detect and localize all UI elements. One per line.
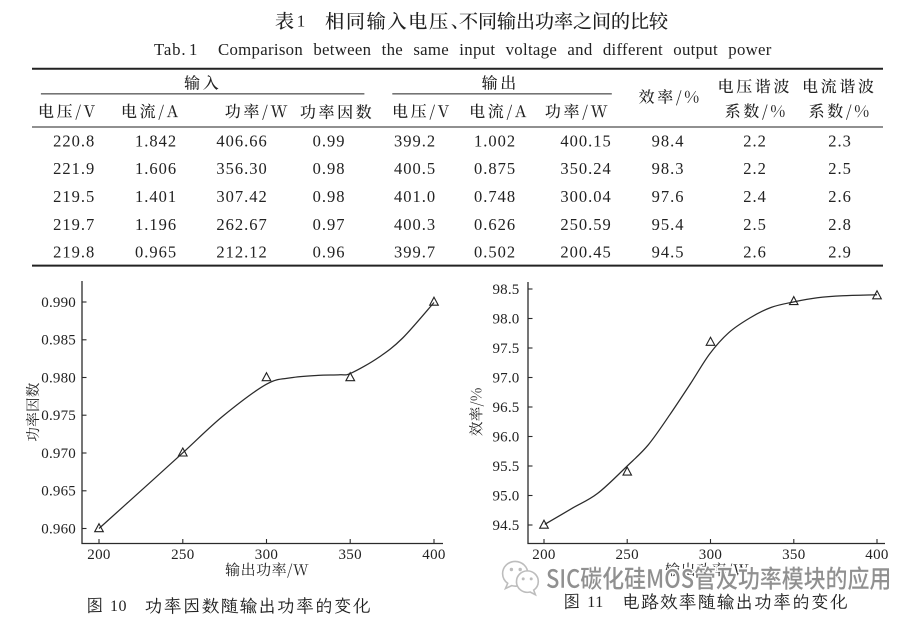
svg-text:0.626: 0.626 — [474, 215, 516, 234]
svg-text:0.990: 0.990 — [41, 295, 76, 311]
svg-text:350: 350 — [338, 547, 361, 563]
svg-text:221.9: 221.9 — [53, 159, 95, 178]
svg-text:1.401: 1.401 — [135, 187, 177, 206]
svg-text:98.3: 98.3 — [652, 159, 685, 178]
svg-text:300.04: 300.04 — [560, 187, 611, 206]
svg-text:0.965: 0.965 — [41, 484, 76, 500]
svg-text:350.24: 350.24 — [560, 159, 611, 178]
svg-text:1.842: 1.842 — [135, 131, 177, 150]
svg-text:96.5: 96.5 — [492, 400, 519, 416]
svg-text:95.0: 95.0 — [492, 488, 519, 504]
svg-text:Tab.: Tab. — [154, 40, 186, 59]
svg-text:0.748: 0.748 — [474, 187, 516, 206]
svg-text:2.2: 2.2 — [743, 159, 767, 178]
svg-text:0.970: 0.970 — [41, 446, 76, 462]
svg-text:95.5: 95.5 — [492, 459, 519, 475]
svg-text:0.99: 0.99 — [313, 131, 346, 150]
svg-text:220.8: 220.8 — [53, 131, 95, 150]
svg-text:1: 1 — [297, 12, 306, 31]
svg-text:350: 350 — [782, 547, 805, 563]
svg-text:400: 400 — [422, 547, 445, 563]
svg-text:95.4: 95.4 — [652, 215, 685, 234]
svg-text:1.002: 1.002 — [474, 131, 516, 150]
svg-text:0.502: 0.502 — [474, 243, 516, 262]
svg-text:0.875: 0.875 — [474, 159, 516, 178]
svg-text:98.5: 98.5 — [492, 282, 519, 298]
svg-text:250.59: 250.59 — [560, 215, 611, 234]
svg-text:400: 400 — [865, 547, 888, 563]
svg-text:0.975: 0.975 — [41, 408, 76, 424]
svg-text:2.6: 2.6 — [828, 187, 852, 206]
svg-text:219.5: 219.5 — [53, 187, 95, 206]
svg-text:97.6: 97.6 — [652, 187, 685, 206]
svg-text:2.2: 2.2 — [743, 131, 767, 150]
svg-text:300: 300 — [255, 547, 278, 563]
svg-text:262.67: 262.67 — [216, 215, 267, 234]
svg-text:1.606: 1.606 — [135, 159, 177, 178]
svg-text:10: 10 — [110, 598, 127, 615]
svg-text:1: 1 — [189, 40, 197, 59]
svg-text:212.12: 212.12 — [216, 243, 267, 262]
svg-text:200.45: 200.45 — [560, 243, 611, 262]
svg-text:0.980: 0.980 — [41, 370, 76, 386]
svg-text:400.15: 400.15 — [560, 131, 611, 150]
svg-text:1.196: 1.196 — [135, 215, 177, 234]
svg-text:0.960: 0.960 — [41, 521, 76, 537]
svg-text:2.6: 2.6 — [743, 243, 767, 262]
svg-text:300: 300 — [699, 547, 722, 563]
svg-text:2.9: 2.9 — [828, 243, 852, 262]
svg-text:400.3: 400.3 — [394, 215, 436, 234]
svg-text:0.98: 0.98 — [313, 159, 346, 178]
svg-text:219.7: 219.7 — [53, 215, 95, 234]
svg-text:98.4: 98.4 — [652, 131, 685, 150]
svg-text:2.3: 2.3 — [828, 131, 852, 150]
svg-text:0.985: 0.985 — [41, 333, 76, 349]
svg-text:219.8: 219.8 — [53, 243, 95, 262]
svg-text:97.0: 97.0 — [492, 370, 519, 386]
svg-text:399.2: 399.2 — [394, 131, 436, 150]
svg-text:11: 11 — [587, 594, 603, 611]
svg-text:356.30: 356.30 — [216, 159, 267, 178]
svg-text:250: 250 — [171, 547, 194, 563]
svg-text:2.8: 2.8 — [828, 215, 852, 234]
svg-text:0.98: 0.98 — [313, 187, 346, 206]
svg-text:97.5: 97.5 — [492, 341, 519, 357]
svg-text:400.5: 400.5 — [394, 159, 436, 178]
svg-text:94.5: 94.5 — [492, 518, 519, 534]
svg-text:2.5: 2.5 — [828, 159, 852, 178]
svg-text:406.66: 406.66 — [216, 131, 267, 150]
svg-text:2.5: 2.5 — [743, 215, 767, 234]
svg-text:307.42: 307.42 — [216, 187, 267, 206]
svg-text:2.4: 2.4 — [743, 187, 767, 206]
svg-text:0.97: 0.97 — [313, 215, 346, 234]
svg-text:401.0: 401.0 — [394, 187, 436, 206]
svg-text:98.0: 98.0 — [492, 311, 519, 327]
svg-text:250: 250 — [615, 547, 638, 563]
svg-text:200: 200 — [532, 547, 555, 563]
svg-text:200: 200 — [87, 547, 110, 563]
svg-text:0.96: 0.96 — [313, 243, 346, 262]
svg-text:Comparison between the same in: Comparison between the same input voltag… — [218, 40, 772, 59]
svg-text:399.7: 399.7 — [394, 243, 436, 262]
svg-text:94.5: 94.5 — [652, 243, 685, 262]
svg-text:0.965: 0.965 — [135, 243, 177, 262]
svg-text:96.0: 96.0 — [492, 429, 519, 445]
